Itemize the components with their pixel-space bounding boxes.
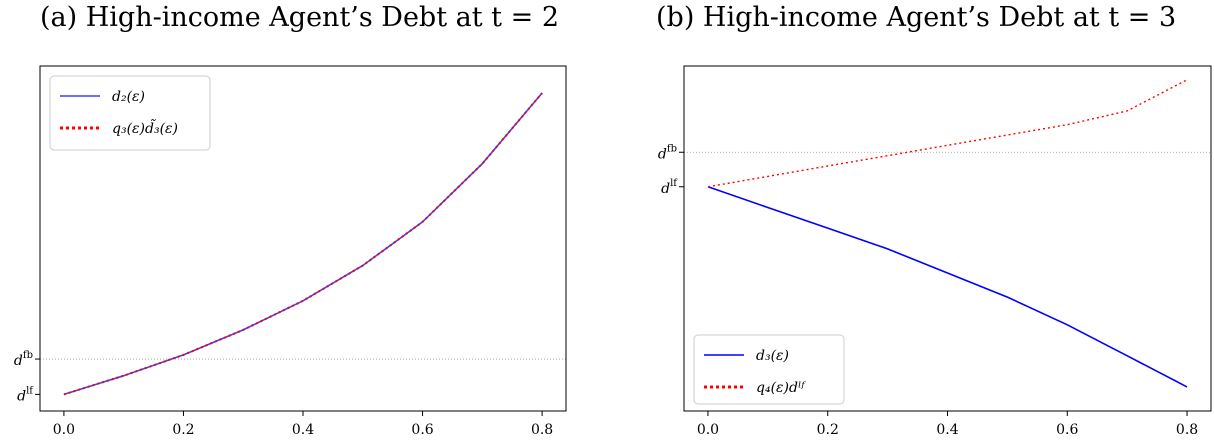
chart-a-legend-label-1: q₃(ε)d̃₃(ε) <box>112 118 178 137</box>
chart-a-legend <box>49 75 211 151</box>
chart-b-x-tick-label-0: 0.0 <box>697 422 719 438</box>
chart-b-x-tick-label-1: 0.2 <box>817 422 839 438</box>
chart-a-series-line-1 <box>63 92 543 396</box>
chart-b-x-tick-label-2: 0.4 <box>936 422 958 438</box>
chart-b-legend-label-0: d₃(ε) <box>756 348 789 364</box>
chart-b-title: (b) High-income Agent’s Debt at t = 3 <box>656 2 1177 33</box>
chart-b-series-line-1 <box>707 79 1188 188</box>
chart-a-y-tick-label-lf: dlf <box>17 385 34 404</box>
chart-b-legend-label-1: q₄(ε)dˡᶠ <box>756 380 806 396</box>
chart-b-y-tick-label-fb: dfb <box>658 143 677 162</box>
chart-a-x-tick-label-0: 0.0 <box>53 422 75 438</box>
chart-b-legend <box>693 334 845 405</box>
chart-a-x-tick-label-1: 0.2 <box>172 422 194 438</box>
chart-a-x-tick-label-4: 0.8 <box>531 422 553 438</box>
chart-b-x-tick-label-3: 0.6 <box>1056 422 1078 438</box>
chart-b-series-line-0 <box>707 186 1188 388</box>
chart-a-x-tick-label-3: 0.6 <box>411 422 433 438</box>
chart-b-y-tick-label-lf: dlf <box>661 178 678 197</box>
chart-a-y-tick-label-fb: dfb <box>14 350 33 369</box>
chart-b-x-tick-label-4: 0.8 <box>1176 422 1198 438</box>
chart-a-title: (a) High-income Agent’s Debt at t = 2 <box>40 2 559 33</box>
chart-a-x-tick-label-2: 0.4 <box>292 422 314 438</box>
chart-a-legend-label-0: d₂(ε) <box>112 89 145 105</box>
